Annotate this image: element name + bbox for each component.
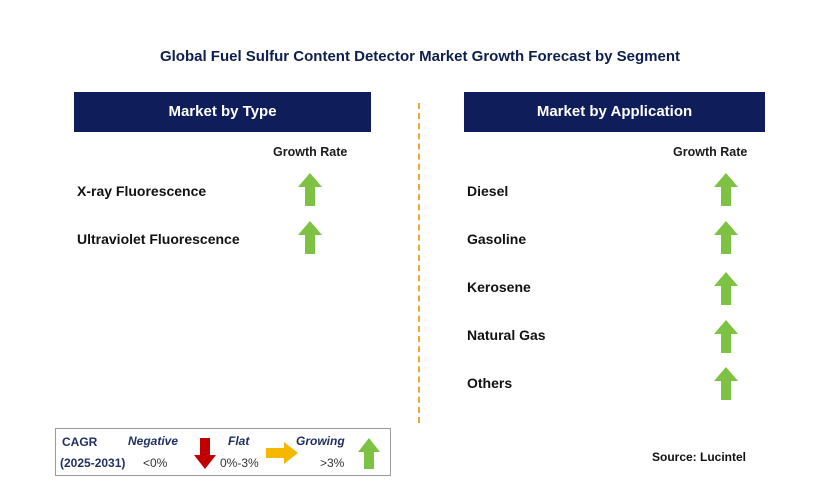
legend-cagr-label: CAGR (62, 435, 98, 449)
market-by-application-header: Market by Application (464, 92, 765, 132)
down-arrow-icon (194, 438, 216, 469)
legend-growing-range: >3% (320, 456, 345, 470)
panel-divider (418, 103, 420, 423)
application-row-label: Others (467, 375, 513, 391)
legend-flat-range: 0%-3% (220, 456, 259, 470)
legend-negative-range: <0% (143, 456, 168, 470)
up-arrow-icon (714, 320, 738, 353)
cagr-legend: CAGR (2025-2031) Negative <0% Flat 0%-3%… (55, 428, 391, 476)
legend-growing-label: Growing (296, 434, 345, 448)
application-row-label: Natural Gas (467, 327, 546, 343)
up-arrow-icon (298, 221, 322, 254)
source-note: Source: Lucintel (652, 450, 747, 464)
application-growth-rate-header: Growth Rate (673, 145, 748, 159)
type-row-label: Ultraviolet Fluorescence (77, 231, 240, 247)
up-arrow-icon (358, 438, 380, 469)
type-row-label: X-ray Fluorescence (77, 183, 207, 199)
right-arrow-icon (266, 442, 298, 464)
type-growth-rate-header: Growth Rate (273, 145, 348, 159)
market-by-type-header: Market by Type (74, 92, 371, 132)
legend-period: (2025-2031) (60, 456, 126, 470)
application-row-label: Diesel (467, 183, 509, 199)
up-arrow-icon (714, 221, 738, 254)
up-arrow-icon (714, 367, 738, 400)
legend-negative-label: Negative (128, 434, 179, 448)
application-row-label: Kerosene (467, 279, 531, 295)
up-arrow-icon (714, 272, 738, 305)
application-row-label: Gasoline (467, 231, 527, 247)
up-arrow-icon (714, 173, 738, 206)
chart-title: Global Fuel Sulfur Content Detector Mark… (159, 48, 681, 65)
legend-flat-label: Flat (228, 434, 250, 448)
up-arrow-icon (298, 173, 322, 206)
